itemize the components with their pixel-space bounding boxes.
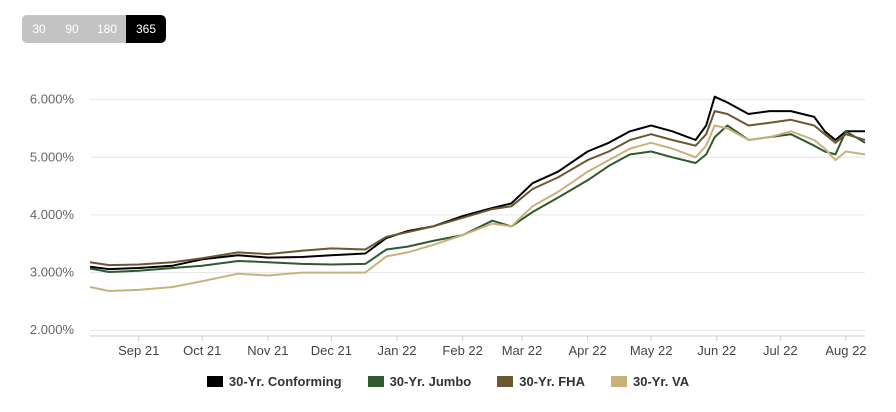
y-tick-label: 4.000% xyxy=(30,207,75,222)
series-lines xyxy=(89,95,866,292)
x-tick-label: Apr 22 xyxy=(568,343,606,358)
range-selector: 30 90 180 365 xyxy=(22,15,166,43)
series-line-2 xyxy=(89,110,866,267)
range-365-button[interactable]: 365 xyxy=(126,15,166,43)
x-tick-label: Mar 22 xyxy=(502,343,542,358)
series-line-0 xyxy=(89,95,865,271)
legend-item-va[interactable]: 30-Yr. VA xyxy=(610,374,690,389)
y-tick-label: 2.000% xyxy=(30,322,75,337)
x-tick-label: May 22 xyxy=(630,343,673,358)
x-tick-label: Jan 22 xyxy=(378,343,417,358)
y-tick-label: 3.000% xyxy=(30,265,75,280)
x-tick-label: Sep 21 xyxy=(118,343,159,358)
legend-label-conforming: 30-Yr. Conforming xyxy=(228,374,342,389)
x-tick-label: Jun 22 xyxy=(697,343,736,358)
chart-legend: 30-Yr. Conforming 30-Yr. Jumbo 30-Yr. FH… xyxy=(0,374,896,389)
y-tick-label: 5.000% xyxy=(30,149,75,164)
legend-swatch-conforming xyxy=(206,376,223,387)
x-tick-label: Aug 22 xyxy=(825,343,866,358)
x-tick-label: Jul 22 xyxy=(763,343,798,358)
legend-label-jumbo: 30-Yr. Jumbo xyxy=(389,374,472,389)
x-tick-label: Oct 21 xyxy=(183,343,221,358)
x-tick-label: Feb 22 xyxy=(442,343,482,358)
legend-label-va: 30-Yr. VA xyxy=(632,374,690,389)
legend-item-jumbo[interactable]: 30-Yr. Jumbo xyxy=(367,374,472,389)
x-tick-label: Nov 21 xyxy=(247,343,288,358)
y-axis: 2.000% 3.000% 4.000% 5.000% 6.000% xyxy=(30,92,75,338)
rate-chart: 2.000% 3.000% 4.000% 5.000% 6.000% Sep 21 Oct… xyxy=(30,92,867,358)
legend-item-conforming[interactable]: 30-Yr. Conforming xyxy=(206,374,342,389)
x-tick-label: Dec 21 xyxy=(311,343,352,358)
legend-swatch-va xyxy=(610,376,627,387)
legend-label-fha: 30-Yr. FHA xyxy=(519,374,585,389)
legend-swatch-jumbo xyxy=(367,376,384,387)
y-tick-label: 6.000% xyxy=(30,92,75,107)
legend-item-fha[interactable]: 30-Yr. FHA xyxy=(497,374,585,389)
grid-lines xyxy=(90,99,865,331)
series-line-3 xyxy=(89,124,866,292)
legend-swatch-fha xyxy=(497,376,514,387)
range-90-button[interactable]: 90 xyxy=(56,15,88,43)
series-line-1 xyxy=(89,124,866,273)
x-axis: Sep 21 Oct 21 Nov 21 Dec 21 Jan 22 Feb 22 Mar … xyxy=(90,335,867,358)
range-180-button[interactable]: 180 xyxy=(88,15,126,43)
range-30-button[interactable]: 30 xyxy=(22,15,56,43)
